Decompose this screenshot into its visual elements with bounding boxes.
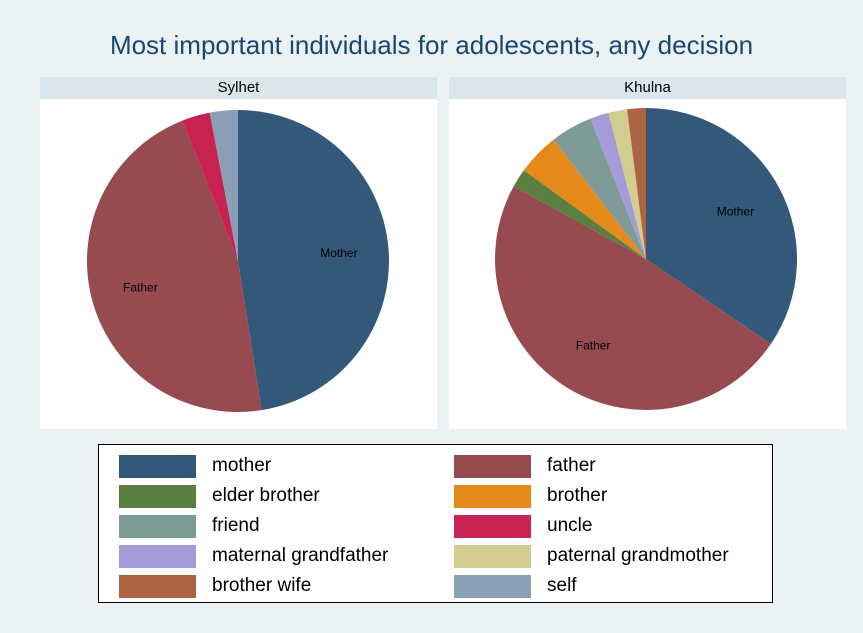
legend-item-brother: brother: [454, 482, 607, 510]
legend-swatch-mother: [119, 454, 196, 478]
legend-label-friend: friend: [212, 515, 260, 536]
legend-label-paternal-grandmother: paternal grandmother: [547, 545, 729, 566]
legend-item-paternal-grandmother: paternal grandmother: [454, 542, 729, 570]
pie-panel-khulna: Khulna Mother Father: [449, 77, 846, 429]
legend: mother elder brother friend maternal grandf…: [98, 444, 773, 603]
legend-swatch-father: [454, 454, 531, 478]
slice-label-khulna-father: Father: [576, 338, 611, 352]
legend-label-self: self: [547, 575, 577, 596]
legend-label-father: father: [547, 455, 596, 476]
pie-slice-khulna-paternal-grandmother: [608, 109, 646, 259]
legend-swatch-paternal-grandmother: [454, 544, 531, 568]
legend-swatch-maternal-grandfather: [119, 544, 196, 568]
pie-slice-sylhet-uncle: [182, 112, 238, 261]
panel-title-khulna: Khulna: [449, 77, 846, 99]
legend-label-brother-wife: brother wife: [212, 575, 312, 596]
pie-chart-khulna: Mother Father: [495, 108, 797, 410]
legend-swatch-uncle: [454, 514, 531, 538]
pie-slice-sylhet-father: [86, 120, 262, 413]
pie-panel-sylhet: Sylhet Mother Father: [40, 77, 437, 429]
legend-item-self: self: [454, 572, 577, 600]
legend-item-maternal-grandfather: maternal grandfather: [119, 542, 388, 570]
pie-chart-sylhet: Mother Father: [86, 110, 389, 413]
legend-item-uncle: uncle: [454, 512, 592, 540]
chart-title: Most important individuals for adolescen…: [109, 30, 754, 60]
legend-item-elder-brother: elder brother: [119, 482, 320, 510]
legend-item-mother: mother: [119, 452, 271, 480]
pie-slice-khulna-elder-brother: [513, 170, 646, 259]
pie-slice-khulna-brother-wife: [627, 108, 646, 259]
legend-label-maternal-grandfather: maternal grandfather: [212, 545, 389, 566]
legend-swatch-brother-wife: [119, 574, 196, 598]
pie-slice-khulna-mother: [646, 108, 797, 344]
legend-item-friend: friend: [119, 512, 260, 540]
pie-slice-khulna-brother: [523, 139, 646, 259]
legend-swatch-elder-brother: [119, 484, 196, 508]
legend-swatch-brother: [454, 484, 531, 508]
legend-item-father: father: [454, 452, 596, 480]
legend-label-elder-brother: elder brother: [212, 485, 320, 506]
panel-title-sylhet: Sylhet: [40, 77, 437, 99]
pie-slice-khulna-friend: [553, 118, 646, 259]
legend-label-uncle: uncle: [547, 515, 593, 536]
pie-slice-sylhet-mother: [238, 110, 389, 411]
legend-swatch-friend: [119, 514, 196, 538]
legend-label-brother: brother: [547, 485, 608, 506]
legend-item-brother-wife: brother wife: [119, 572, 311, 600]
pie-slice-sylhet-self: [209, 110, 238, 261]
pie-slice-khulna-maternal-grandfather: [590, 112, 646, 260]
legend-label-mother: mother: [212, 455, 272, 476]
slice-label-khulna-mother: Mother: [717, 205, 754, 219]
slice-label-sylhet-father: Father: [123, 281, 158, 295]
slice-label-sylhet-mother: Mother: [320, 246, 357, 260]
pie-slice-khulna-father: [495, 186, 771, 410]
legend-swatch-self: [454, 574, 531, 598]
